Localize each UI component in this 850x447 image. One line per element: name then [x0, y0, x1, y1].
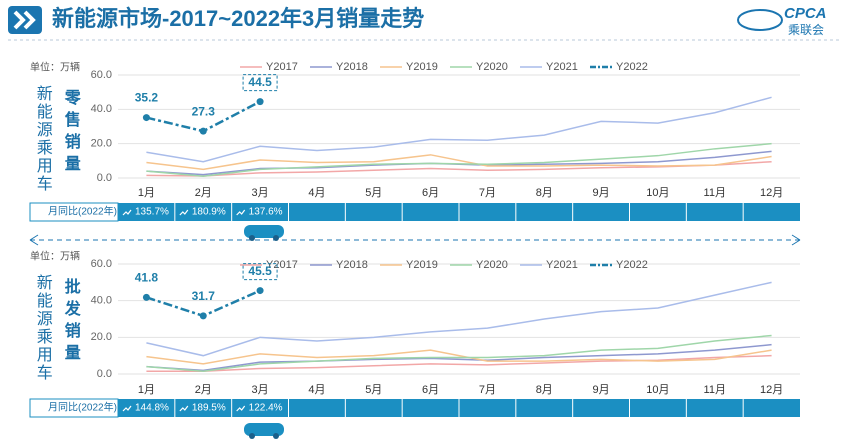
x-tick-label: 2月 — [195, 384, 212, 396]
yoy-value: 189.5% — [192, 403, 226, 414]
legend-label: Y2017 — [266, 259, 298, 271]
value-label: 41.8 — [135, 271, 159, 285]
trend-icon — [179, 405, 189, 412]
highlight-box — [242, 263, 278, 281]
logo: CPCA — [784, 5, 827, 22]
logo-mark — [737, 9, 783, 31]
side-label: 新能源乘用车 — [34, 274, 53, 382]
y-tick-label: 20.0 — [91, 138, 112, 150]
x-tick-label: 3月 — [252, 187, 269, 199]
x-tick-label: 5月 — [365, 384, 382, 396]
y-tick-label: 0.0 — [97, 172, 112, 184]
x-tick-label: 10月 — [646, 384, 669, 396]
unit-label: 单位：万辆 — [30, 250, 80, 263]
car-wheel — [249, 235, 255, 241]
yoy-value: 144.8% — [135, 403, 169, 414]
value-label: 44.5 — [248, 75, 272, 89]
x-tick-label: 11月 — [704, 187, 726, 199]
point — [142, 114, 150, 122]
x-tick-label: 12月 — [760, 187, 783, 199]
page-title: 新能源市场-2017~2022年3月销量走势 — [52, 6, 424, 31]
legend-label: Y2020 — [476, 259, 508, 271]
x-tick-label: 11月 — [704, 384, 726, 396]
value-label: 45.5 — [248, 264, 272, 278]
separator-arrows — [29, 234, 801, 246]
logo-sub: 乘联会 — [788, 23, 824, 37]
point — [199, 127, 207, 135]
legend-label: Y2020 — [476, 61, 508, 73]
x-tick-label: 10月 — [646, 187, 669, 199]
value-label: 27.3 — [192, 104, 216, 118]
x-tick-label: 2月 — [195, 187, 212, 199]
car-icon — [244, 423, 284, 436]
series-line — [146, 142, 772, 178]
x-tick-label: 4月 — [308, 384, 325, 396]
x-tick-label: 6月 — [422, 187, 439, 199]
yoy-value: 135.7% — [135, 207, 169, 218]
y-tick-label: 20.0 — [91, 331, 112, 343]
x-tick-label: 3月 — [252, 384, 269, 396]
x-tick-label: 5月 — [365, 187, 382, 199]
x-tick-label: 8月 — [536, 187, 553, 199]
x-tick-label: 1月 — [138, 384, 155, 396]
trend-icon — [122, 209, 132, 216]
legend-label: Y2021 — [546, 61, 578, 73]
x-tick-label: 6月 — [422, 384, 439, 396]
trend-icon — [236, 209, 246, 216]
side-label: 新能源乘用车 — [34, 85, 53, 193]
y-tick-label: 60.0 — [91, 258, 112, 270]
series-line — [146, 349, 772, 365]
series-line — [146, 334, 772, 373]
legend-label: Y2019 — [406, 61, 438, 73]
trend-icon — [236, 405, 246, 412]
yoy-value: 137.6% — [249, 207, 283, 218]
title-chevron — [13, 10, 36, 30]
x-tick-label: 4月 — [308, 187, 325, 199]
x-tick-label: 1月 — [138, 187, 155, 199]
yoy-label: 月同比(2022年) — [48, 205, 117, 218]
car-wheel — [273, 235, 279, 241]
series-line — [146, 354, 772, 372]
legend-label: Y2017 — [266, 61, 298, 73]
legend-label: Y2018 — [336, 61, 368, 73]
highlight-box — [242, 74, 278, 92]
y-tick-label: 60.0 — [91, 69, 112, 81]
value-label: 31.7 — [192, 289, 216, 303]
legend-label: Y2021 — [546, 259, 578, 271]
yoy-value: 122.4% — [249, 403, 283, 414]
legend-label: Y2022 — [616, 259, 648, 271]
trend-icon — [179, 209, 189, 216]
chart-title: 零售销量 — [62, 89, 82, 177]
unit-label: 单位：万辆 — [30, 61, 80, 74]
x-tick-label: 9月 — [593, 384, 610, 396]
car-icon — [244, 225, 284, 238]
legend-label: Y2018 — [336, 259, 368, 271]
y-tick-label: 40.0 — [91, 103, 112, 115]
car-wheel — [273, 433, 279, 439]
yoy-label: 月同比(2022年) — [48, 401, 117, 414]
series-line — [146, 343, 772, 372]
chart-title: 批发销量 — [62, 277, 82, 366]
y-tick-label: 40.0 — [91, 295, 112, 307]
point — [142, 293, 150, 301]
legend-label: Y2019 — [406, 259, 438, 271]
series-line — [146, 96, 772, 163]
y-tick-label: 0.0 — [97, 368, 112, 380]
x-tick-label: 8月 — [536, 384, 553, 396]
x-tick-label: 9月 — [593, 187, 610, 199]
trend-icon — [122, 405, 132, 412]
series-line — [146, 154, 772, 171]
value-label: 35.2 — [135, 91, 159, 105]
point — [256, 98, 264, 106]
yoy-value: 180.9% — [192, 207, 226, 218]
x-tick-label: 7月 — [479, 187, 496, 199]
series-line — [146, 281, 772, 357]
x-tick-label: 12月 — [760, 384, 783, 396]
point — [199, 312, 207, 320]
legend-label: Y2022 — [616, 61, 648, 73]
x-tick-label: 7月 — [479, 384, 496, 396]
car-wheel — [249, 433, 255, 439]
point — [256, 287, 264, 295]
